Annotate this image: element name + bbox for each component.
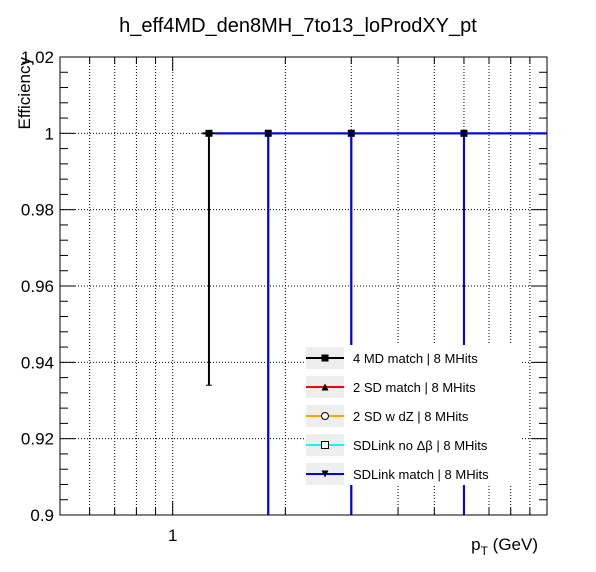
tick-labels: 1 0.9 0.92 0.94 0.96 0.98 1 1.02 [21,48,178,545]
legend-entry: 4 MD match | 8 MHits [306,347,478,369]
x-axis-label: pT (GeV) [471,535,538,558]
legend-entry: 2 SD w dZ | 8 MHits [306,405,469,427]
legend-entry: SDLink match | 8 MHits [306,463,489,485]
marker-square [321,354,329,362]
y-tick-label: 1.02 [21,48,54,67]
y-tick-label: 0.92 [21,430,54,449]
legend: 4 MD match | 8 MHits 2 SD match | 8 MHits… [306,345,520,485]
marker-square-open [321,441,329,449]
marker-circle-open [321,412,329,420]
legend-label: 4 MD match | 8 MHits [353,351,478,366]
plot-frame [59,56,548,516]
y-tick-label: 0.98 [21,201,54,220]
marker-triangle-up [321,383,329,391]
x-axis-label-unit: (GeV) [488,535,538,554]
legend-entry: 2 SD match | 8 MHits [306,376,476,398]
marker-triangle-down [321,470,329,478]
y-tick-label: 0.94 [21,353,54,372]
marker-triangle-down [264,129,272,137]
legend-label: 2 SD w dZ | 8 MHits [353,409,469,424]
legend-entry: SDLink no Δβ | 8 MHits [306,434,488,456]
x-axis-label-sub: T [481,544,489,558]
legend-label: SDLink no Δβ | 8 MHits [353,438,488,453]
chart-title: h_eff4MD_den8MH_7to13_loProdXY_pt [119,15,477,37]
legend-label: SDLink match | 8 MHits [353,467,489,482]
y-tick-label: 0.96 [21,277,54,296]
y-axis-label: Efficiency [15,57,34,130]
y-tick-label: 0.9 [30,506,54,525]
marker-square [205,129,213,137]
y-tick-label: 1 [45,124,54,143]
x-axis-label-main: p [471,535,480,554]
marker-triangle-down [347,129,355,137]
x-tick-label: 1 [168,526,177,545]
legend-label: 2 SD match | 8 MHits [353,380,476,395]
marker-triangle-down [460,129,468,137]
